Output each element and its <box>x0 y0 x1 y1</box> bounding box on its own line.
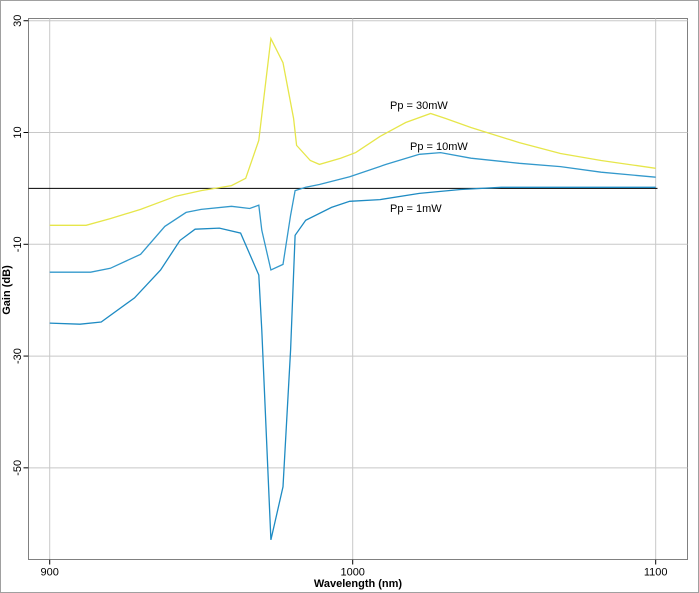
plot-frame <box>28 18 688 560</box>
x-tick-label: 900 <box>41 567 59 579</box>
x-tick-label: 1000 <box>340 567 364 579</box>
y-tick-label: -10 <box>12 236 24 252</box>
series-label: Pp = 10mW <box>410 141 468 153</box>
series-line <box>49 151 656 273</box>
series-label: Pp = 30mW <box>390 100 448 112</box>
y-tick-label: -30 <box>12 348 24 364</box>
y-axis-title: Gain (dB) <box>1 265 13 315</box>
series-line <box>49 186 656 541</box>
series-label: Pp = 1mW <box>390 203 442 215</box>
y-tick-label: -50 <box>12 460 24 476</box>
series-line <box>49 36 656 226</box>
y-tick-label: 30 <box>12 15 24 27</box>
y-tick-label: 10 <box>12 126 24 138</box>
x-tick-label: 1100 <box>644 567 668 579</box>
x-axis-title: Wavelength (nm) <box>314 578 403 590</box>
